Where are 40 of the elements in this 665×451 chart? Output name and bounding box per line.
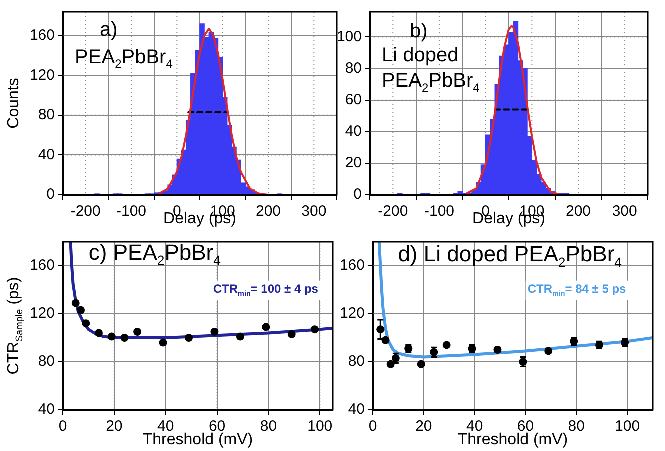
y-tick-label: 40 [348,401,365,418]
x-tick-label: 100 [308,418,333,436]
x-tick-label: 0 [58,418,68,436]
x-tick-label: 20 [106,418,123,436]
y-tick-label: 160 [30,257,55,274]
y-tick-label: 120 [340,305,365,322]
y-axis-title: Counts [5,78,22,129]
y-tick-label: 80 [38,106,55,124]
x-tick-label: 80 [568,418,585,436]
x-tick-label: 300 [302,203,327,220]
x-tick-label: 300 [612,203,638,220]
x-tick-label: -200 [378,203,408,220]
x-tick-label: -100 [116,203,147,220]
y-tick-label: 160 [30,27,55,44]
y-tick-label: 40 [38,401,55,418]
y-tick-label: 0 [354,186,362,204]
x-tick-label: 20 [416,418,432,436]
x-tick-label: 80 [260,418,278,436]
y-tick-label: 40 [38,146,55,164]
y-tick-label: 120 [30,305,55,322]
y-tick-label: 120 [30,66,55,84]
y-tick-label: 80 [345,60,362,77]
annotation: b) [410,20,428,43]
x-tick-label: -200 [70,203,101,220]
y-tick-label: 20 [345,154,362,172]
x-tick-label: 100 [615,418,640,436]
y-tick-label: 0 [46,186,55,204]
x-tick-label: 0 [368,418,378,436]
x-tick-label: 200 [566,203,592,220]
y-tick-label: 80 [348,353,365,370]
y-tick-label: 40 [345,123,362,140]
y-tick-label: 100 [336,28,362,46]
x-tick-label: 200 [256,203,282,220]
y-axis-title: CTRSample (ps) [5,277,26,375]
y-tick-label: 160 [340,257,365,274]
y-tick-label: 60 [345,91,362,108]
y-tick-label: 80 [38,353,55,370]
x-tick-label: -100 [424,203,455,220]
annotation: Li doped [382,44,459,66]
annotation: a) [100,18,118,41]
